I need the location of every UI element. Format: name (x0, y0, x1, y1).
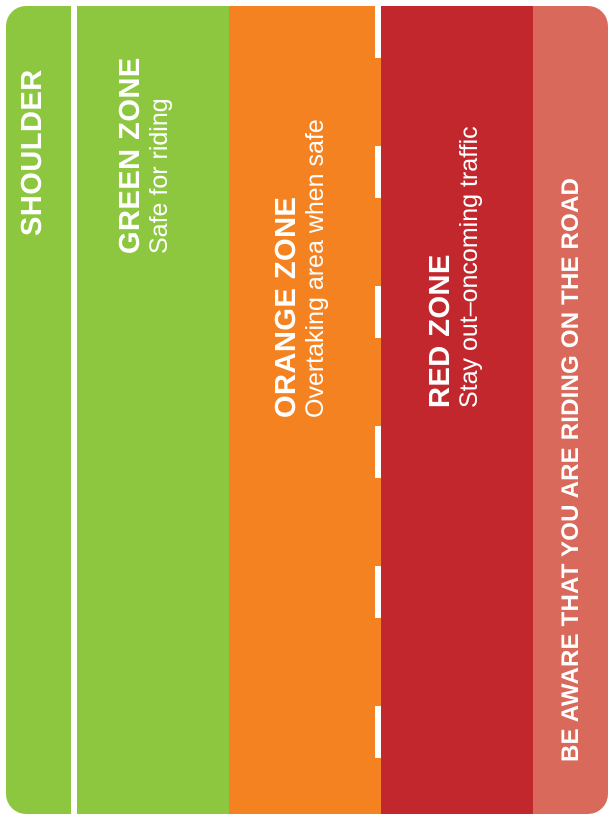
solid-edge-line (71, 6, 77, 814)
road-awareness-band (533, 6, 608, 814)
road-zones-card: SHOULDER GREEN ZONE Safe for riding ORAN… (6, 6, 608, 814)
shoulder-title: SHOULDER (16, 69, 48, 236)
shoulder-band (6, 6, 70, 814)
orange-zone-title: ORANGE ZONE (270, 196, 302, 418)
orange-zone-subtitle: Overtaking area when safe (301, 119, 329, 418)
road-awareness-label-block: BE AWARE THAT YOU ARE RIDING ON THE ROAD (557, 177, 584, 762)
green-zone-title: GREEN ZONE (114, 57, 146, 254)
orange-zone-band (229, 6, 381, 814)
red-zone-title: RED ZONE (424, 254, 456, 408)
shoulder-label-block: SHOULDER (16, 69, 48, 236)
road-awareness-message: BE AWARE THAT YOU ARE RIDING ON THE ROAD (557, 177, 584, 762)
green-zone-band (70, 6, 229, 814)
red-zone-label-block: RED ZONE Stay out–oncoming traffic (424, 126, 483, 408)
green-zone-label-block: GREEN ZONE Safe for riding (114, 57, 173, 254)
orange-zone-label-block: ORANGE ZONE Overtaking area when safe (270, 119, 329, 418)
red-zone-subtitle: Stay out–oncoming traffic (455, 126, 483, 408)
red-zone-band (381, 6, 533, 814)
dashed-center-line (375, 6, 381, 814)
green-zone-subtitle: Safe for riding (145, 98, 173, 254)
